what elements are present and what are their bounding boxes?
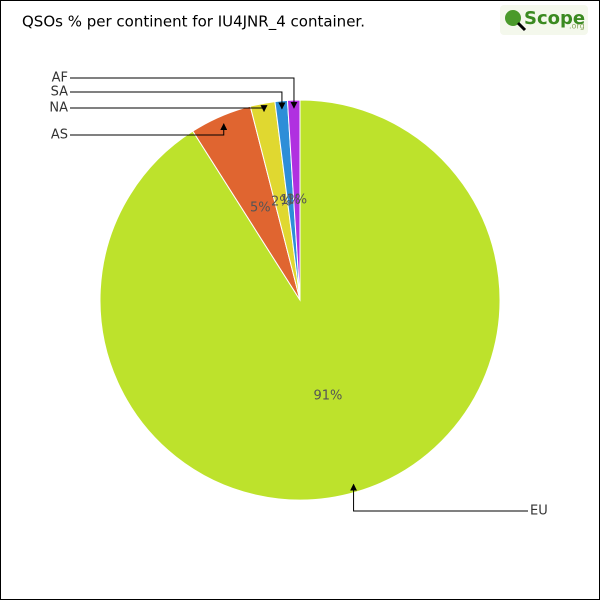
data-label: 91% xyxy=(313,389,342,404)
data-label: 5% xyxy=(250,201,271,216)
logo-handle xyxy=(516,21,527,32)
category-label: NA xyxy=(49,101,68,116)
logo: Scope .org xyxy=(500,5,588,35)
category-label: AF xyxy=(52,71,68,86)
leader-line xyxy=(70,91,286,110)
leader-line xyxy=(70,77,298,109)
leader-line xyxy=(70,105,268,113)
leader-line xyxy=(350,483,528,512)
data-label: 1% xyxy=(280,193,301,208)
category-label: AS xyxy=(51,128,68,143)
data-label: 2% xyxy=(271,194,292,209)
category-label: SA xyxy=(51,85,68,100)
leader-line xyxy=(70,123,228,136)
logo-text: Scope xyxy=(524,8,585,29)
logo-icon xyxy=(505,10,521,26)
logo-suffix: .org xyxy=(569,22,585,31)
category-label: EU xyxy=(530,504,548,519)
chart-title: QSOs % per continent for IU4JNR_4 contai… xyxy=(22,13,365,32)
data-label: 1% xyxy=(287,193,308,208)
